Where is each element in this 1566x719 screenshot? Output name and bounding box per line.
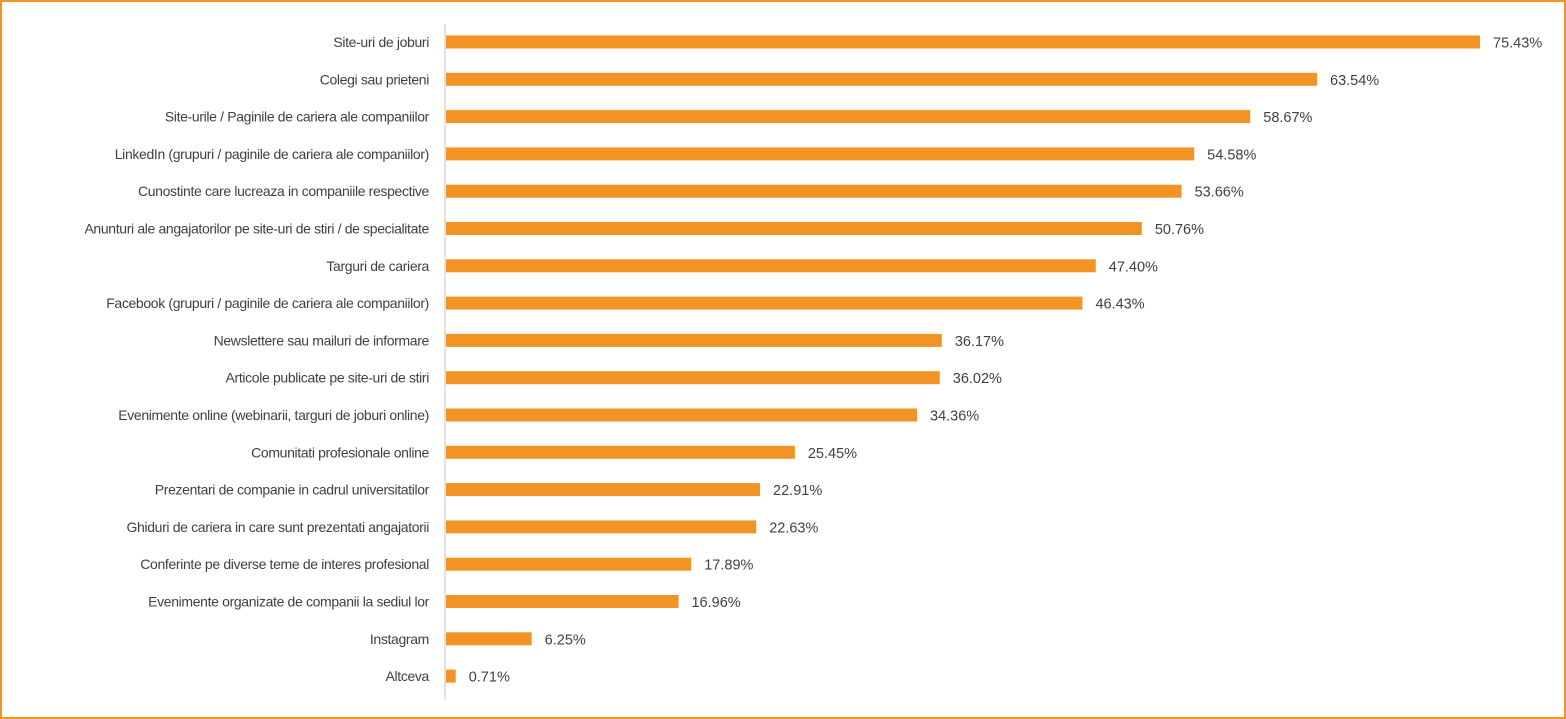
bar [446, 147, 1195, 161]
category-label: Instagram [370, 631, 429, 647]
data-label: 16.96% [691, 595, 740, 611]
bar [446, 72, 1318, 86]
data-label: 36.17% [955, 334, 1004, 350]
data-label: 75.43% [1493, 36, 1542, 52]
category-label: Prezentari de companie in cadrul univers… [155, 482, 430, 498]
bar [446, 595, 679, 608]
data-label: 36.02% [953, 371, 1002, 387]
category-label: Anunturi ale angajatorilor pe site-uri d… [84, 221, 429, 237]
category-label: Comunitati profesionale online [251, 444, 429, 460]
bar [446, 520, 757, 534]
data-label: 54.58% [1207, 147, 1256, 163]
data-label: 50.76% [1155, 222, 1204, 238]
bar [446, 669, 456, 683]
data-label: 22.91% [773, 483, 822, 499]
bar [446, 35, 1480, 49]
category-label: Articole publicate pe site-uri de stiri [226, 370, 430, 386]
data-label: 6.25% [545, 632, 586, 648]
bar [446, 483, 761, 497]
category-label: Targuri de cariera [326, 258, 429, 274]
bar [446, 632, 532, 646]
bar [446, 333, 942, 347]
category-label: Altceva [386, 668, 430, 684]
data-label: 58.67% [1263, 110, 1312, 126]
data-label: 25.45% [808, 446, 857, 462]
bar [446, 557, 692, 571]
data-label: 22.63% [769, 520, 818, 536]
data-label: 46.43% [1095, 297, 1144, 313]
bar [446, 296, 1083, 310]
category-label: Site-urile / Paginile de cariera ale com… [165, 109, 430, 125]
bar [446, 371, 940, 385]
category-label: Colegi sau prieteni [320, 71, 430, 87]
bar [446, 110, 1251, 124]
bar [446, 408, 918, 422]
category-label: Evenimente organizate de companii la sed… [148, 594, 430, 610]
data-label: 63.54% [1330, 73, 1379, 89]
category-label: LinkedIn (grupuri / paginile de cariera … [115, 146, 429, 162]
category-label: Cunostinte care lucreaza in companiile r… [138, 183, 430, 199]
category-label: Ghiduri de cariera in care sunt prezenta… [127, 519, 430, 535]
category-label: Site-uri de joburi [333, 34, 429, 50]
bar [446, 222, 1142, 235]
data-label: 34.36% [930, 409, 979, 425]
category-label: Newslettere sau mailuri de informare [214, 332, 430, 348]
category-label: Facebook (grupuri / paginile de cariera … [106, 295, 429, 311]
bar [446, 184, 1182, 198]
bar [446, 259, 1096, 273]
category-label: Evenimente online (webinarii, targuri de… [118, 407, 429, 423]
data-label: 47.40% [1109, 259, 1158, 275]
category-label: Conferinte pe diverse teme de interes pr… [140, 556, 429, 572]
data-label: 17.89% [704, 558, 753, 574]
data-label: 53.66% [1195, 185, 1244, 201]
data-label: 0.71% [469, 670, 510, 686]
bar [446, 445, 795, 459]
